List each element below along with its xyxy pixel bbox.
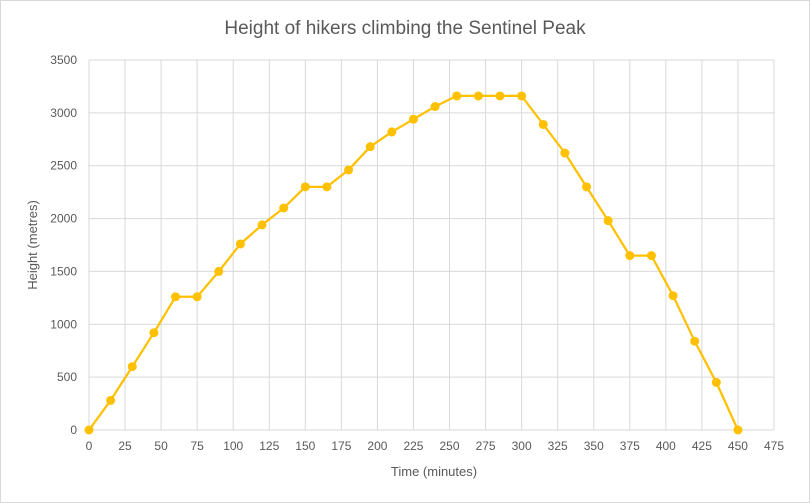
x-tick-label: 375 xyxy=(620,439,640,453)
x-tick-label: 225 xyxy=(403,439,423,453)
x-axis-title: Time (minutes) xyxy=(391,464,477,479)
y-tick-label: 1000 xyxy=(50,317,77,331)
data-point xyxy=(279,203,289,213)
data-point xyxy=(127,362,137,372)
data-point xyxy=(322,182,332,192)
x-tick-label: 200 xyxy=(367,439,387,453)
data-point xyxy=(625,251,635,261)
x-tick-label: 75 xyxy=(190,439,204,453)
y-tick-label: 0 xyxy=(70,423,77,437)
y-tick-label: 2000 xyxy=(50,212,77,226)
x-tick-label: 25 xyxy=(118,439,132,453)
x-tick-label: 125 xyxy=(259,439,279,453)
x-tick-label: 250 xyxy=(440,439,460,453)
data-point xyxy=(192,292,202,302)
x-tick-label: 100 xyxy=(223,439,243,453)
x-tick-label: 275 xyxy=(476,439,496,453)
data-point xyxy=(171,292,181,302)
x-tick-label: 425 xyxy=(692,439,712,453)
y-tick-label: 3500 xyxy=(50,53,77,67)
y-axis-title: Height (metres) xyxy=(25,200,40,290)
data-point xyxy=(517,91,527,101)
x-tick-label: 325 xyxy=(548,439,568,453)
data-point xyxy=(235,239,245,249)
x-axis-ticks: 0 25 50 75 100 125 150 175 200 225 250 275 300 325 350… xyxy=(86,439,785,453)
x-tick-label: 475 xyxy=(764,439,784,453)
data-point xyxy=(733,425,743,435)
x-tick-label: 450 xyxy=(728,439,748,453)
x-tick-label: 300 xyxy=(512,439,532,453)
x-tick-label: 150 xyxy=(295,439,315,453)
x-tick-label: 0 xyxy=(86,439,93,453)
gridlines xyxy=(88,59,775,431)
data-point xyxy=(149,328,159,338)
x-tick-label: 400 xyxy=(656,439,676,453)
data-point xyxy=(430,102,440,112)
chart-title: Height of hikers climbing the Sentinel P… xyxy=(224,18,586,39)
data-point xyxy=(473,91,483,101)
data-point xyxy=(300,182,310,192)
data-point xyxy=(106,395,116,405)
data-point xyxy=(408,114,418,124)
data-point xyxy=(452,91,462,101)
y-tick-label: 1500 xyxy=(50,264,77,278)
y-tick-label: 3000 xyxy=(50,106,77,120)
x-tick-label: 175 xyxy=(331,439,351,453)
series-markers xyxy=(84,91,743,435)
data-point xyxy=(365,142,375,152)
x-tick-label: 350 xyxy=(584,439,604,453)
data-point xyxy=(257,220,267,230)
data-point xyxy=(582,182,592,192)
x-tick-label: 50 xyxy=(154,439,168,453)
data-point xyxy=(84,425,94,435)
data-point xyxy=(538,119,548,129)
data-point xyxy=(690,336,700,346)
data-point xyxy=(668,291,678,301)
data-point xyxy=(214,266,224,276)
y-axis-ticks: 0 500 1000 1500 2000 2500 3000 3500 xyxy=(50,53,77,437)
y-tick-label: 500 xyxy=(57,370,77,384)
data-point xyxy=(603,216,613,226)
data-point xyxy=(711,377,721,387)
data-point xyxy=(560,148,570,158)
data-point xyxy=(387,127,397,137)
data-point xyxy=(344,165,354,175)
data-point xyxy=(646,251,656,261)
data-point xyxy=(495,91,505,101)
y-tick-label: 2500 xyxy=(50,159,77,173)
